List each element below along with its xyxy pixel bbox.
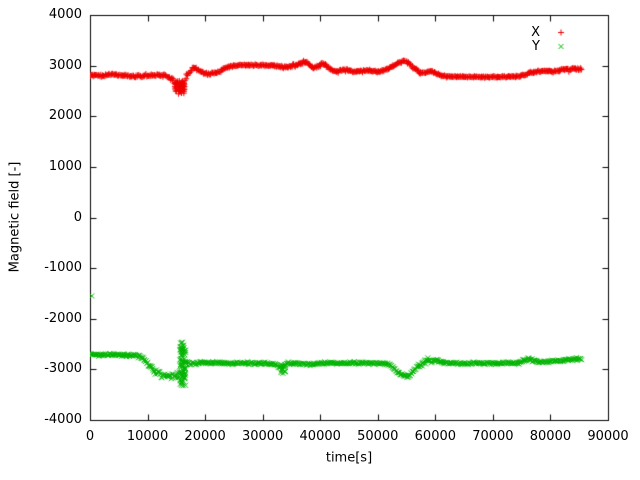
x-tick-label: 90000 <box>587 429 629 444</box>
y-tick-label: -1000 <box>44 260 82 276</box>
legend-label-y: Y <box>532 39 540 54</box>
y-tick-label: -3000 <box>44 361 82 377</box>
x-axis-title: time[s] <box>325 450 373 466</box>
x-tick-label: 0 <box>85 429 95 444</box>
x-tick-label: 40000 <box>299 429 341 444</box>
y-tick-label: 0 <box>73 209 82 225</box>
x-tick-label: 10000 <box>126 429 169 444</box>
y-tick-label: 4000 <box>48 7 82 22</box>
y-tick-label: -4000 <box>44 412 82 427</box>
x-tick-label: 60000 <box>414 429 457 444</box>
y-tick-label: 2000 <box>48 108 82 124</box>
x-tick-label: 20000 <box>184 429 226 444</box>
y-tick-label: -2000 <box>44 310 82 326</box>
y-axis-title: Magnetic field [-] <box>7 161 23 273</box>
x-tick-label: 30000 <box>241 429 284 444</box>
y-tick-label: 3000 <box>48 57 82 73</box>
legend-label-x: X <box>531 25 540 40</box>
y-tick-label: 1000 <box>48 158 82 174</box>
x-tick-label: 80000 <box>529 429 572 444</box>
x-tick-label: 70000 <box>472 429 514 444</box>
x-tick-label: 50000 <box>357 429 399 444</box>
